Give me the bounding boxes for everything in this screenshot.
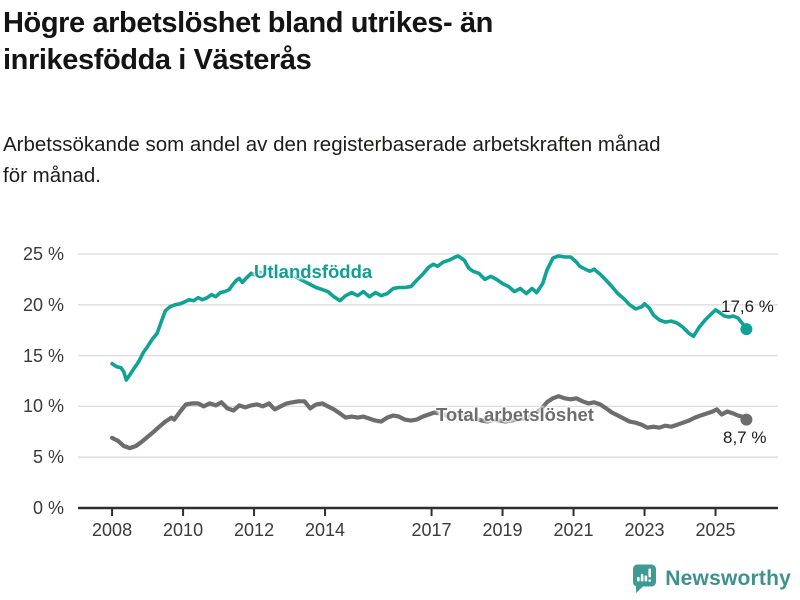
series-line-total (109, 394, 749, 451)
y-axis-label: 25 % (22, 244, 64, 264)
y-axis-label: 15 % (22, 345, 64, 366)
newsworthy-logo-text: Newsworthy (665, 567, 791, 590)
end-value-utlandsfodda: 17,6 % (721, 297, 774, 316)
x-axis-label: 2021 (553, 520, 594, 540)
chart-title-line1: Högre arbetslöshet bland utrikes- än (3, 7, 493, 39)
x-axis-label: 2014 (305, 520, 346, 540)
chart-subtitle-line2: för månad. (3, 164, 101, 187)
chart-subtitle-line1: Arbetssökande som andel av den registerb… (3, 133, 661, 156)
x-axis-label: 2012 (234, 520, 275, 540)
chart-title-line2: inrikesfödda i Västerås (3, 44, 312, 76)
series-line-utlandsfodda (110, 254, 749, 382)
x-axis-label: 2008 (92, 520, 133, 540)
y-axis-label: 20 % (22, 294, 64, 315)
y-axis-label: 5 % (32, 447, 64, 468)
chart-title: Högre arbetslöshet bland utrikes- än inr… (3, 5, 763, 79)
chart-subtitle: Arbetssökande som andel av den registerb… (3, 129, 793, 191)
series-label-utlandsfodda: Utlandsfödda (254, 261, 373, 282)
y-axis-label: 0 % (32, 498, 64, 518)
newsworthy-logo: Newsworthy (632, 564, 791, 594)
y-axis-label: 10 % (22, 396, 64, 417)
x-axis-label: 2017 (411, 520, 452, 540)
end-value-total-arbetsloshet: 8,7 % (723, 428, 767, 447)
x-axis-label: 2025 (695, 520, 736, 540)
x-axis-label: 2019 (482, 520, 523, 540)
end-dot-total (740, 413, 753, 426)
bar-chart-speech-bubble-icon (633, 564, 657, 593)
x-axis-label: 2010 (163, 520, 204, 540)
x-axis-label: 2023 (624, 520, 665, 540)
end-dot-utlandsfodda (740, 323, 753, 336)
series-label-total-arbetsloshet: Total arbetslöshet (436, 404, 594, 425)
